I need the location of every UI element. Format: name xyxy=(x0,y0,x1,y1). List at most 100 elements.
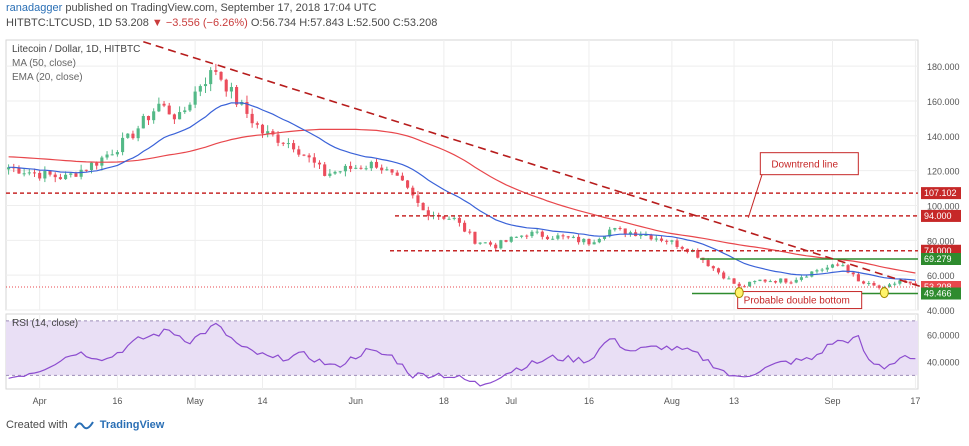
price-tick-label: 80.000 xyxy=(927,236,955,246)
candle-body xyxy=(613,227,617,230)
candle-body xyxy=(810,271,814,277)
candle-body xyxy=(794,279,798,283)
candle-body xyxy=(582,238,586,243)
candle-body xyxy=(250,113,254,124)
candle-body xyxy=(608,229,612,237)
candle-body xyxy=(545,236,550,240)
candle-body xyxy=(48,170,52,175)
candle-body xyxy=(146,115,151,121)
candle-body xyxy=(483,242,487,244)
candle-body xyxy=(872,282,876,286)
downtrend-line xyxy=(143,40,921,288)
candle-body xyxy=(551,238,555,240)
symbol-label: HITBTC:LTCUSD, 1D xyxy=(6,17,113,29)
candle-body xyxy=(841,265,845,267)
symbol-info: HITBTC:LTCUSD, 1D 53.208 ▼ −3.556 (−6.26… xyxy=(6,17,437,29)
candle-body xyxy=(815,270,819,272)
x-tick-label: 14 xyxy=(257,396,267,406)
candle-body xyxy=(442,216,446,219)
x-tick-label: Jul xyxy=(505,396,517,406)
candle-body xyxy=(887,284,892,287)
price-tick-label: 160.000 xyxy=(927,97,960,107)
candle-body xyxy=(276,134,280,143)
candle-body xyxy=(292,143,296,150)
candle-body xyxy=(727,278,731,280)
candle-body xyxy=(473,231,477,244)
rsi-tick-label: 60.0000 xyxy=(927,330,960,340)
candle-body xyxy=(623,228,627,235)
price-tick-label: 140.000 xyxy=(927,132,960,142)
candle-body xyxy=(716,268,721,273)
candle-body xyxy=(100,157,104,166)
footer: Created with TradingView xyxy=(6,419,164,431)
candle-body xyxy=(302,154,306,156)
candle-body xyxy=(851,272,855,275)
candle-body xyxy=(74,173,78,177)
candle-body xyxy=(281,142,285,144)
candle-body xyxy=(908,281,912,284)
candle-body xyxy=(27,172,31,174)
candle-body xyxy=(711,266,715,269)
candle-body xyxy=(64,174,68,180)
candle-body xyxy=(286,143,290,145)
rsi-title: RSI (14, close) xyxy=(12,318,78,329)
candle-body xyxy=(198,86,202,92)
candle-body xyxy=(406,180,410,188)
candle-body xyxy=(561,235,565,237)
candle-body xyxy=(488,242,493,245)
publish-info: ranadagger published on TradingView.com,… xyxy=(6,2,376,14)
candle-body xyxy=(84,169,88,171)
author-link[interactable]: ranadagger xyxy=(6,2,63,14)
candle-body xyxy=(504,240,508,242)
candle-body xyxy=(457,217,461,223)
callout-pointer xyxy=(747,173,763,218)
candle-body xyxy=(509,236,513,242)
candle-body xyxy=(898,280,902,284)
x-tick-label: 16 xyxy=(112,396,122,406)
candle-body xyxy=(748,281,752,287)
candle-body xyxy=(17,167,21,174)
candle-body xyxy=(328,173,332,176)
candle-body xyxy=(110,154,114,156)
candle-body xyxy=(338,171,342,173)
level-price-tag xyxy=(921,209,961,222)
candle-body xyxy=(768,281,772,283)
candle-body xyxy=(307,155,311,158)
candle-body xyxy=(571,236,575,238)
level-price-tag xyxy=(921,187,961,200)
level-label: 53.208 xyxy=(924,282,952,292)
candle-body xyxy=(188,104,192,111)
price-tick-label: 120.000 xyxy=(927,167,960,177)
candle-body xyxy=(447,218,451,220)
candle-body xyxy=(722,272,726,279)
candle-body xyxy=(628,232,632,235)
candle-body xyxy=(763,279,767,282)
candle-body xyxy=(789,282,793,284)
candle-body xyxy=(618,227,622,229)
candle-body xyxy=(297,149,301,155)
chart-title: Litecoin / Dollar, 1D, HITBTC xyxy=(12,44,140,55)
candle-body xyxy=(779,278,783,283)
tradingview-brand[interactable]: TradingView xyxy=(99,419,165,431)
candle-body xyxy=(644,234,648,236)
candle-body xyxy=(203,84,208,87)
price-change: ▼ −3.556 (−6.26%) xyxy=(151,17,248,29)
candle-body xyxy=(696,249,700,258)
candle-body xyxy=(494,244,498,249)
x-tick-label: 16 xyxy=(584,396,594,406)
candle-body xyxy=(7,167,11,170)
candle-body xyxy=(131,133,135,139)
price-tick-label: 40.000 xyxy=(927,306,955,316)
candle-body xyxy=(178,112,182,120)
level-label: 94.000 xyxy=(924,211,952,221)
candle-body xyxy=(665,240,669,242)
candle-body xyxy=(167,105,171,115)
candle-body xyxy=(260,124,265,134)
price-tick-label: 100.000 xyxy=(927,201,960,211)
x-tick-label: 13 xyxy=(729,396,739,406)
candle-body xyxy=(136,128,140,139)
candle-body xyxy=(597,238,601,243)
candle-body xyxy=(732,278,736,284)
callout-box xyxy=(759,152,859,176)
